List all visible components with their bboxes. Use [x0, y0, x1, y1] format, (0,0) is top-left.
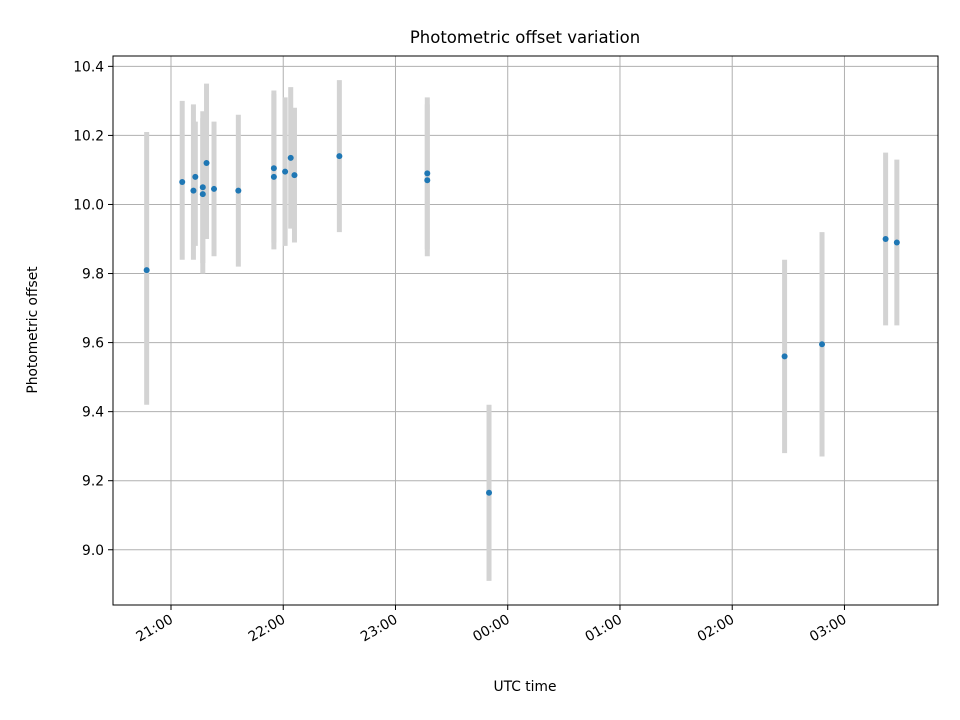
data-point	[336, 153, 343, 160]
data-point	[179, 179, 186, 186]
y-tick-label: 9.0	[82, 543, 104, 559]
chart-title: Photometric offset variation	[410, 28, 640, 47]
y-tick-label: 10.0	[73, 197, 104, 213]
data-point	[486, 489, 493, 496]
data-point	[291, 172, 298, 179]
y-tick-label: 10.4	[73, 59, 104, 75]
data-point	[199, 184, 206, 191]
data-point	[287, 154, 294, 161]
data-point	[882, 236, 889, 242]
data-point	[143, 267, 150, 274]
y-tick-label: 9.8	[82, 267, 104, 283]
data-point	[819, 341, 826, 348]
data-point	[270, 173, 277, 180]
y-tick-label: 10.2	[73, 128, 104, 144]
data-point	[424, 170, 431, 177]
y-axis-label: Photometric offset	[25, 266, 41, 394]
grid	[113, 56, 938, 605]
data-point	[781, 353, 788, 360]
x-axis-label: UTC time	[494, 679, 557, 695]
y-tick-label: 9.4	[82, 405, 104, 421]
data-point	[199, 191, 206, 198]
data-point	[203, 160, 210, 167]
data-point	[235, 187, 242, 194]
data-point	[270, 165, 277, 172]
y-tick-label: 9.2	[82, 474, 104, 490]
data-point	[282, 168, 289, 175]
data-point	[192, 173, 199, 180]
data-point	[211, 185, 218, 192]
plot-frame	[112, 55, 939, 606]
y-tick-label: 9.6	[82, 336, 104, 352]
data-points	[143, 153, 900, 496]
data-point	[424, 177, 431, 184]
data-point	[893, 239, 900, 246]
data-point	[190, 187, 197, 194]
